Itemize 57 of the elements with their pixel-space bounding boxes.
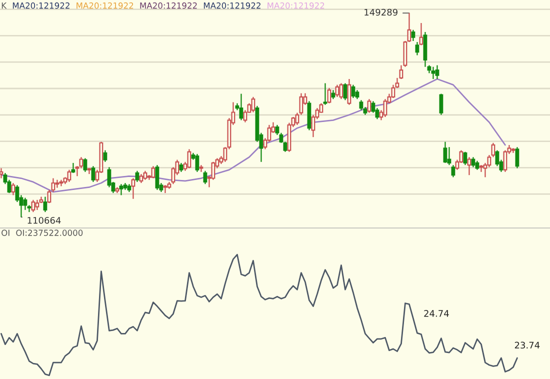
annotation: 23.74 [514,342,540,349]
candlestick [415,41,420,56]
candlestick [239,93,244,121]
candlestick [367,98,372,114]
candlestick [467,156,472,176]
text: MA20:121922 [204,2,260,9]
candlestick [151,166,156,179]
candlestick [419,22,424,46]
candlestick [203,170,208,185]
candlestick [515,146,520,169]
candlestick [23,197,28,210]
candlestick [91,166,96,183]
candlestick [71,162,76,174]
text: OI [2,230,10,236]
candlestick [451,164,456,178]
candlestick [431,66,436,80]
candlestick [55,179,60,188]
candlestick [435,64,440,80]
candlestick [471,156,476,168]
annotation: 149289 [364,8,398,16]
text: MA20:121922 [268,2,324,9]
candlestick [463,151,468,166]
annotation: 24.74 [424,310,449,317]
candlestick [67,169,72,183]
candlestick [351,84,356,99]
candlestick [31,199,36,213]
candlestick [195,153,200,172]
text: OI:237522.0000 [16,230,83,236]
candlestick [83,158,88,172]
candlestick [443,141,448,164]
candlestick [155,164,160,190]
candlestick [187,148,192,169]
candlestick [359,100,364,111]
text: MA20:121922 [140,2,197,9]
candlestick [131,178,136,200]
candlestick [339,82,344,100]
candlestick [327,87,332,104]
text: K [2,2,7,9]
candlestick [251,96,256,113]
candlestick [35,199,40,210]
text: MA20:121922 [76,2,134,9]
candlestick [103,150,108,162]
candlestick [347,78,352,106]
candlestick [335,84,340,98]
annotation: 110664 [28,216,61,224]
candlestick [119,184,124,196]
candlestick [0,168,4,179]
candlestick [135,170,140,183]
candlestick [43,196,48,213]
candlestick [163,184,168,194]
candlestick [439,93,444,116]
candlestick [411,29,416,42]
candlestick [11,182,16,196]
candlestick [343,82,348,101]
text: MA20:121922 [12,2,70,9]
candlestick [479,164,484,172]
candlestick [323,82,328,106]
